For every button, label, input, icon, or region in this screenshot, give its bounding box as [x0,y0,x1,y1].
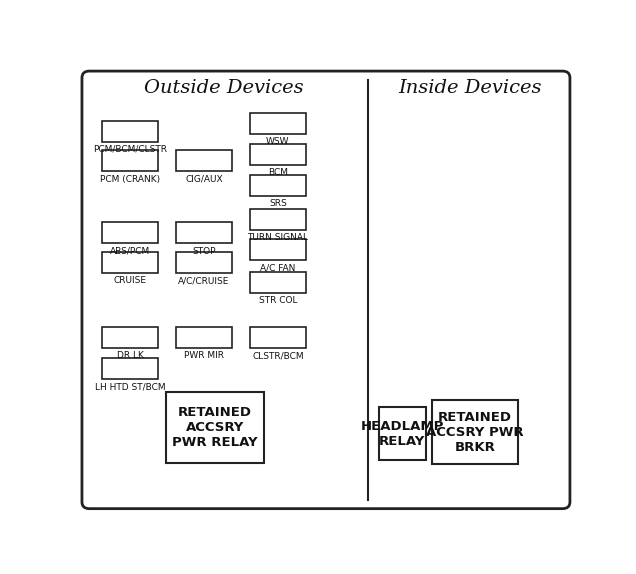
Bar [102,252,158,273]
Bar [432,401,518,464]
Text: STR COL: STR COL [259,296,297,305]
Text: BCM: BCM [268,168,288,177]
Text: ABS/PCM: ABS/PCM [110,247,150,255]
Text: STOP: STOP [192,247,216,255]
Bar [176,222,232,243]
Bar [166,393,265,463]
Bar [176,150,232,172]
Text: CIG/AUX: CIG/AUX [185,174,223,184]
Text: Inside Devices: Inside Devices [398,79,542,98]
FancyBboxPatch shape [82,71,570,509]
Text: CLSTR/BCM: CLSTR/BCM [252,351,304,360]
Bar [249,209,307,230]
Bar [249,175,307,196]
Text: TURN SIGNAL: TURN SIGNAL [247,233,308,242]
Text: WSW: WSW [266,137,289,146]
Text: HEADLAMP
RELAY: HEADLAMP RELAY [361,420,444,448]
Bar [249,327,307,348]
Bar [249,272,307,293]
Text: LH HTD ST/BCM: LH HTD ST/BCM [95,382,165,391]
Text: DR LK: DR LK [116,351,144,360]
Bar [102,358,158,379]
Bar [102,222,158,243]
Text: Outside Devices: Outside Devices [144,79,303,98]
Bar [102,150,158,172]
Text: RETAINED
ACCSRY PWR
BRKR: RETAINED ACCSRY PWR BRKR [426,411,524,454]
Bar [249,113,307,134]
Text: PCM (CRANK): PCM (CRANK) [100,174,160,184]
Text: PCM/BCM/CLSTR: PCM/BCM/CLSTR [93,145,167,154]
Text: A/C FAN: A/C FAN [260,263,296,272]
Bar [249,239,307,260]
Text: A/C/CRUISE: A/C/CRUISE [178,276,230,285]
Text: PWR MIR: PWR MIR [184,351,224,360]
Bar [176,327,232,348]
Text: CRUISE: CRUISE [113,276,146,285]
Bar [176,252,232,273]
Bar [249,144,307,165]
Text: SRS: SRS [269,199,287,208]
Bar [378,407,425,460]
Bar [102,327,158,348]
Text: RETAINED
ACCSRY
PWR RELAY: RETAINED ACCSRY PWR RELAY [172,406,258,449]
Bar [102,121,158,142]
